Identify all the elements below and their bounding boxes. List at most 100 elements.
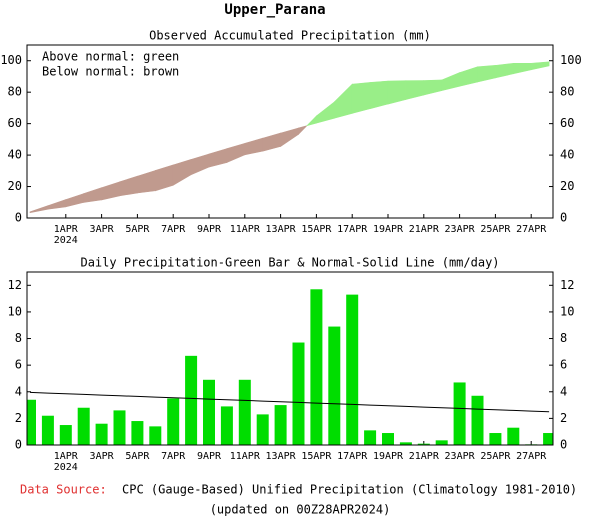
bar	[131, 421, 144, 445]
y-tick-label: 40	[8, 148, 22, 162]
bar	[453, 382, 466, 445]
y2-tick-label: 60	[560, 116, 574, 130]
x-tick-label: 15APR	[301, 224, 332, 235]
panel-title: Observed Accumulated Precipitation (mm)	[149, 29, 431, 43]
x-tick-label: 27APR	[516, 224, 547, 235]
bar	[471, 395, 484, 445]
y-tick-label: 60	[8, 116, 22, 130]
y-tick-label: 80	[8, 85, 22, 99]
accum-area	[208, 148, 228, 168]
y2-tick-label: 0	[560, 211, 567, 225]
bar	[346, 294, 359, 445]
x-tick-label: 3APR	[90, 451, 115, 462]
accum-area	[530, 61, 550, 71]
accum-area	[423, 79, 443, 96]
y-tick-label: 6	[15, 358, 22, 372]
y-tick-label: 12	[8, 278, 22, 292]
accum-area	[441, 72, 460, 91]
accum-area	[495, 62, 514, 79]
y2-tick-label: 8	[560, 331, 567, 345]
x-tick-label: 1APR	[54, 224, 79, 235]
bar	[310, 289, 323, 445]
x-tick-label: 25APR	[480, 451, 511, 462]
y2-tick-label: 0	[560, 438, 567, 452]
x-tick-label: 9APR	[197, 451, 222, 462]
y-tick-label: 0	[15, 211, 22, 225]
y2-tick-label: 20	[560, 179, 574, 193]
x-tick-label: 23APR	[445, 224, 476, 235]
x-tick-label: 1APR	[54, 451, 79, 462]
bar	[113, 410, 126, 445]
annotation: Above normal: green	[42, 50, 179, 64]
bar	[59, 425, 72, 445]
accum-area	[405, 80, 425, 100]
page-title: Upper_Parana	[224, 2, 325, 18]
y-tick-label: 100	[0, 53, 22, 67]
bar	[382, 433, 394, 445]
plot-frame	[26, 271, 554, 446]
x-tick-label: 25APR	[480, 224, 511, 235]
accum-area	[226, 142, 246, 163]
accum-area	[512, 62, 532, 75]
accum-area	[477, 65, 496, 83]
x-tick-label: 9APR	[197, 224, 222, 235]
x-tick-label: 11APR	[230, 224, 261, 235]
annotation: Below normal: brown	[42, 65, 179, 79]
bar	[167, 398, 180, 445]
bar	[185, 355, 198, 445]
x-tick-label: 21APR	[409, 451, 440, 462]
accum-area	[262, 132, 281, 152]
bar	[274, 405, 287, 445]
accum-area	[298, 125, 308, 136]
bar	[256, 414, 269, 445]
bar	[95, 423, 108, 445]
x-tick-label: 19APR	[373, 224, 404, 235]
bar	[41, 415, 54, 445]
y2-tick-label: 10	[560, 304, 574, 318]
accum-area	[119, 175, 138, 197]
bar	[27, 399, 36, 445]
bar	[220, 406, 233, 445]
accum-area	[333, 83, 353, 119]
bar	[328, 326, 341, 445]
x-tick-label: 19APR	[373, 451, 404, 462]
normal-line	[29, 391, 550, 413]
accum-area	[369, 80, 389, 110]
y2-tick-label: 12	[560, 278, 574, 292]
accum-area	[29, 205, 49, 214]
x-tick-label: 13APR	[266, 451, 297, 462]
accum-area	[137, 170, 156, 194]
accum-area	[305, 115, 317, 127]
bar	[399, 442, 412, 445]
bar	[149, 426, 162, 445]
bar	[364, 430, 377, 445]
bar	[489, 433, 502, 445]
accum-area	[172, 159, 192, 186]
x-tick-label: 27APR	[516, 451, 547, 462]
x-tick-label: 17APR	[337, 451, 368, 462]
y-tick-label: 8	[15, 331, 22, 345]
x-year-label: 2024	[54, 462, 78, 473]
accum-area	[351, 82, 371, 114]
panel-title: Daily Precipitation-Green Bar & Normal-S…	[80, 256, 499, 270]
updated: (updated on 00Z28APR2024)	[210, 503, 391, 517]
accum-area	[101, 181, 120, 201]
accum-area	[47, 199, 67, 210]
accum-area	[316, 101, 335, 124]
x-tick-label: 13APR	[266, 224, 297, 235]
y-tick-label: 4	[15, 384, 22, 398]
x-tick-label: 21APR	[409, 224, 440, 235]
plot-frame	[26, 44, 554, 219]
x-tick-label: 7APR	[161, 451, 186, 462]
accum-area	[65, 193, 84, 208]
y2-tick-label: 6	[560, 358, 567, 372]
bar	[543, 433, 553, 445]
x-tick-label: 23APR	[445, 451, 476, 462]
accum-area	[244, 137, 264, 156]
x-tick-label: 11APR	[230, 451, 261, 462]
bar	[77, 407, 90, 445]
x-tick-label: 15APR	[301, 451, 332, 462]
y2-tick-label: 2	[560, 411, 567, 425]
y2-tick-label: 4	[560, 384, 567, 398]
